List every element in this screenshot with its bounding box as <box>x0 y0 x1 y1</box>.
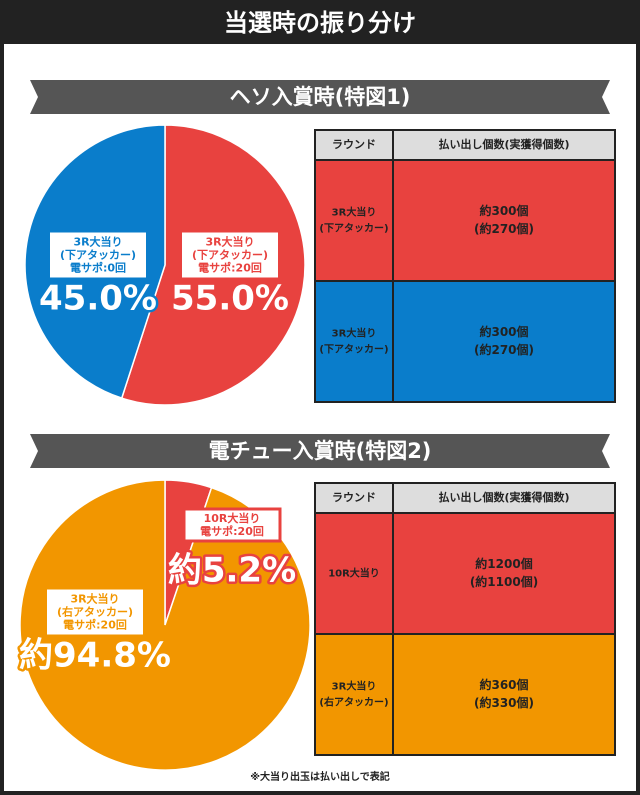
table-cell <box>392 280 616 403</box>
table-text: (約270個) <box>474 221 534 236</box>
slice-value: 55.0% <box>171 279 289 319</box>
table-header: 払い出し個数(実獲得個数) <box>438 137 569 151</box>
slice-name: (下アタッカー) <box>192 249 268 262</box>
slice-name: 3R大当り <box>205 235 254 249</box>
slice-value: 45.0% <box>39 279 157 319</box>
table-cell <box>314 633 394 756</box>
pie-slice <box>19 479 311 771</box>
slice-value: 約5.2% <box>168 551 296 591</box>
section-banner <box>30 80 610 114</box>
slice-label: 3R大当り(下アタッカー)電サポ:0回 45.0% <box>37 232 159 321</box>
section-title: ヘソ入賞時(特図1) <box>230 85 411 109</box>
slice-name: 電サポ:20回 <box>63 618 127 632</box>
table-text: 3R大当り <box>332 680 377 693</box>
table-text: (約330個) <box>474 695 534 710</box>
section-banner <box>30 434 610 468</box>
slice-value: 約94.8% <box>19 636 171 676</box>
table-text: 約300個 <box>479 324 528 339</box>
slice-name: 電サポ:20回 <box>198 261 262 275</box>
slice-name: 3R大当り <box>73 235 122 249</box>
table-text: 3R大当り <box>332 327 377 340</box>
label-box <box>182 232 278 278</box>
label-box <box>47 589 143 635</box>
slice-name: (下アタッカー) <box>60 249 136 262</box>
table-cell <box>314 159 394 282</box>
table-text: 10R大当り <box>328 567 380 580</box>
table-text: (約270個) <box>474 342 534 357</box>
table-header: ラウンド <box>332 491 376 504</box>
table-text: 約300個 <box>479 203 528 218</box>
label-box <box>182 507 282 543</box>
section-title: 電チュー入賞時(特図2) <box>209 439 432 463</box>
page-title: 当選時の振り分け <box>224 9 416 37</box>
table-text: (下アタッカー) <box>319 344 388 356</box>
table-cell <box>392 159 616 282</box>
table-header-cell <box>392 129 616 161</box>
slice-label: 3R大当り(下アタッカー)電サポ:20回 55.0% <box>169 232 291 321</box>
table-text: 3R大当り <box>332 206 377 219</box>
slice-name: 10R大当り <box>204 511 261 525</box>
slice-name: (右アタッカー) <box>57 605 133 619</box>
footnote: ※大当り出玉は払い出しで表記 <box>250 770 389 783</box>
table-text: 約1200個 <box>475 556 532 571</box>
label-box <box>50 232 146 278</box>
table-cell <box>392 512 616 635</box>
slice-name: 電サポ:20回 <box>200 524 264 538</box>
slice-name: 3R大当り <box>70 592 119 606</box>
table-text: (約1100個) <box>470 574 538 589</box>
table-text: (右アタッカー) <box>319 696 388 709</box>
table-text: (下アタッカー) <box>319 223 388 235</box>
table-cell <box>392 633 616 756</box>
table-text: 約360個 <box>479 677 528 692</box>
table-header: 払い出し個数(実獲得個数) <box>438 490 569 504</box>
table-header: ラウンド <box>332 138 376 151</box>
table-cell <box>314 280 394 403</box>
slice-name: 電サポ:0回 <box>70 261 126 275</box>
